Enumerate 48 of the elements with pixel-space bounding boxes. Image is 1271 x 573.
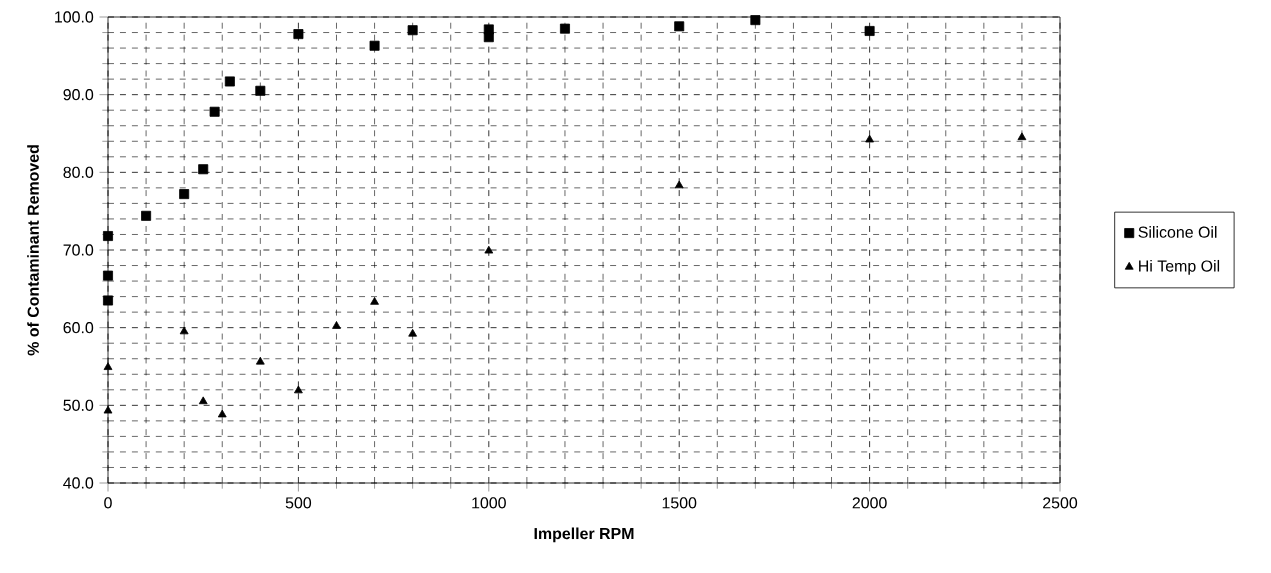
point [103, 231, 113, 241]
point [217, 409, 227, 418]
x-tick-label: 500 [285, 497, 312, 509]
point [293, 29, 304, 40]
y-axis-title: % of Contaminant Removed [27, 145, 39, 356]
point [179, 326, 189, 335]
y-tick-label: 50.0 [63, 399, 94, 411]
x-tick-label: 0 [104, 497, 112, 509]
point [484, 245, 494, 254]
point [141, 210, 152, 221]
x-tick-label: 2500 [1043, 497, 1078, 509]
point [255, 356, 265, 365]
point [674, 180, 684, 189]
legend-label: Silicone Oil [1138, 226, 1217, 238]
point [559, 23, 570, 34]
y-tick-label: 70.0 [63, 244, 94, 256]
point [255, 85, 266, 96]
y-tick-label: 90.0 [63, 89, 94, 101]
point [103, 405, 113, 414]
point [224, 76, 235, 87]
point [103, 295, 113, 306]
point [209, 106, 220, 117]
point [332, 321, 341, 329]
y-tick-label: 100.0 [55, 11, 94, 23]
point [1017, 132, 1027, 141]
point [674, 21, 685, 32]
y-tick-label: 80.0 [63, 166, 94, 178]
point [864, 26, 875, 36]
legend-label: Hi Temp Oil [1139, 259, 1220, 275]
point [198, 396, 208, 405]
x-tick-label: 1500 [662, 497, 697, 509]
point [407, 25, 418, 36]
x-tick-label: 2000 [852, 497, 887, 509]
point [750, 15, 761, 26]
point [103, 270, 113, 281]
point [408, 328, 418, 337]
point [103, 362, 113, 370]
point [369, 40, 380, 51]
point [865, 134, 874, 143]
point [198, 164, 209, 175]
y-tick-label: 40.0 [63, 477, 94, 489]
point [179, 189, 190, 200]
y-tick-label: 60.0 [63, 322, 94, 334]
point [294, 385, 303, 394]
point [370, 297, 379, 305]
x-tick-label: 1000 [472, 497, 506, 509]
point [483, 32, 494, 43]
x-axis-title: Impeller RPM [534, 527, 634, 543]
